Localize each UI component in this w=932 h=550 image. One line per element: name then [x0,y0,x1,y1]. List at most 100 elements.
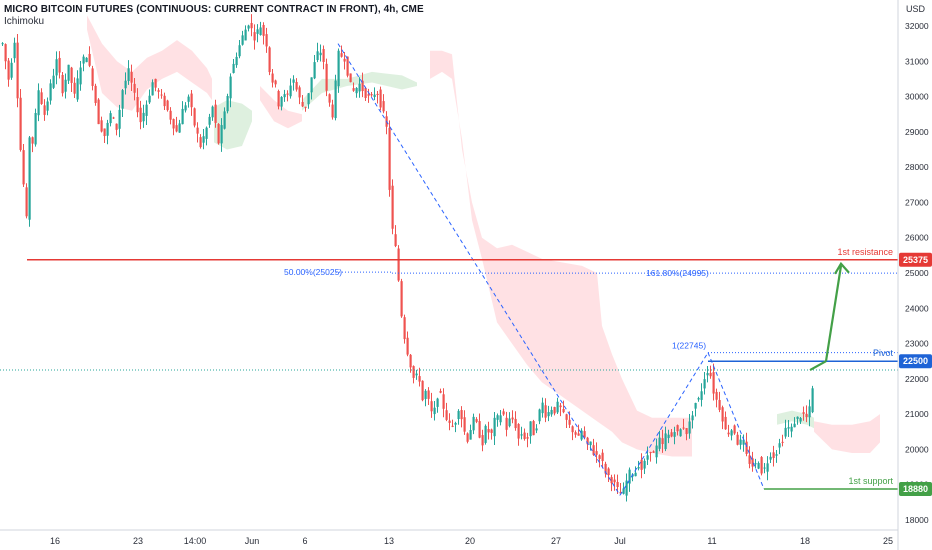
candle-body [445,410,448,420]
candle-body [124,80,127,89]
candle [508,412,511,428]
candle-body [319,52,322,56]
candle [811,385,814,414]
candle-body [262,24,265,36]
candle-body [427,390,430,399]
candle-body [250,22,253,29]
candle-body [130,71,133,83]
candle-body [469,430,472,440]
candle [34,108,37,147]
candle [493,412,496,446]
candle [58,51,61,79]
candle [304,106,307,112]
y-tick-label: 30000 [905,92,929,102]
candle [103,128,106,143]
candle [808,399,811,427]
candle-body [568,419,571,425]
cloud-bear [430,50,692,457]
candle-body [742,439,745,445]
candle [796,416,799,425]
candle-body [397,248,400,281]
candle [445,402,448,422]
candle-body [97,99,100,125]
candle [157,88,160,99]
candle [352,82,355,92]
candle-body [769,456,772,460]
candle-body [235,56,238,66]
candle-body [367,94,370,96]
indicator-label[interactable]: Ichimoku [4,16,45,27]
candle-body [634,472,637,477]
candle [109,110,112,127]
candle [742,434,745,452]
candle-body [472,416,475,431]
candle [430,392,433,418]
candle [604,461,607,478]
candle-body [592,445,595,455]
candle-body [418,376,421,382]
candle-body [727,432,730,435]
y-axis-ticks[interactable]: 1800019000200002100022000230002400025000… [905,21,929,525]
candle [676,424,679,436]
candle-body [685,428,688,435]
candle [535,424,538,434]
candle [574,430,577,438]
candle-body [196,127,199,134]
candle [70,66,73,93]
candle-body [475,419,478,422]
candle-body [403,317,406,340]
candle-body [562,409,565,413]
candle-body [454,422,457,425]
candle [652,450,655,453]
candle [193,107,196,128]
candle-body [667,434,670,439]
candle-body [253,32,256,41]
pivot-price-badge-text: 22500 [903,356,928,366]
candle-body [187,96,190,102]
candle [274,79,277,88]
candle [391,179,394,235]
cloud-bull [302,71,417,111]
candle-body [505,417,508,430]
candle-body [670,432,673,437]
candle-body [310,77,313,93]
candle-body [607,468,610,476]
candle [427,387,430,405]
x-axis-ticks[interactable]: 16 23 14:00 Jun 6 13 20 27 Jul 11 18 25 [50,536,893,546]
candle [313,55,316,80]
fib-leg-down-2 [707,352,765,490]
candle [208,113,211,128]
candle [433,401,436,421]
candle [283,89,286,102]
candle-body [232,63,235,73]
candle [688,414,691,439]
candle [1,42,4,46]
candle-body [103,128,106,137]
candle [247,24,250,32]
candle [583,426,586,440]
candle-body [595,451,598,455]
candle-body [724,416,727,430]
candle [376,91,379,104]
candle-body [244,29,247,41]
candle [163,92,166,110]
resistance-label: 1st resistance [837,247,893,257]
candle-body [541,402,544,414]
candle-body [520,434,523,436]
candle-body [82,56,85,64]
candle-body [430,401,433,412]
candle [532,419,535,436]
candle-body [154,78,157,88]
fib-50-label: 50.00%(25025) [284,267,342,277]
candle-body [127,68,130,82]
candle-body [214,104,217,123]
candle-body [763,467,766,469]
candle-body [91,68,94,86]
candle-body [415,373,418,376]
candle [613,474,616,491]
candle-body [649,452,652,454]
candle [316,42,319,63]
candle [148,89,151,104]
candle [115,123,118,136]
